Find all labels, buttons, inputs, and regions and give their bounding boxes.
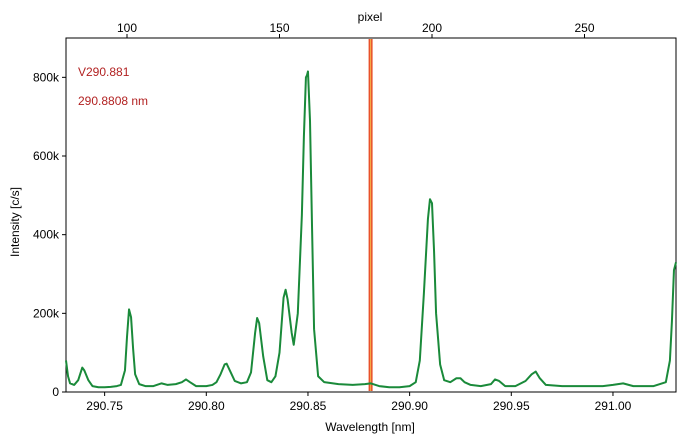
top-axis-title: pixel [358,10,383,24]
x-tick-label: 290.95 [493,399,530,413]
plot-frame [65,37,677,393]
y-tick-label: 0 [52,385,59,399]
top-tick-label: 150 [269,21,289,35]
x-axis-title: Wavelength [nm] [325,420,415,434]
y-axis-title: Intensity [c/s] [8,187,22,257]
top-tick-label: 200 [422,21,442,35]
x-tick-label: 290.80 [188,399,225,413]
y-tick-label: 400k [33,228,60,242]
x-tick-label: 291.00 [595,399,632,413]
y-tick-label: 600k [33,149,60,163]
y-tick-label: 200k [33,306,60,320]
annotation-wavelength: 290.8808 nm [78,94,148,108]
spectrum-line [65,70,677,389]
x-tick-label: 290.90 [391,399,428,413]
y-tick-label: 800k [33,70,60,84]
axes: 290.75 290.80 290.85 290.90 290.95 291.00 100 1… [33,21,677,413]
top-tick-label: 250 [574,21,594,35]
x-tick-label: 290.75 [86,399,123,413]
top-tick-label: 100 [117,21,137,35]
plot-area [65,39,677,391]
x-tick-label: 290.85 [290,399,327,413]
annotation-line-name: V290.881 [78,65,130,79]
